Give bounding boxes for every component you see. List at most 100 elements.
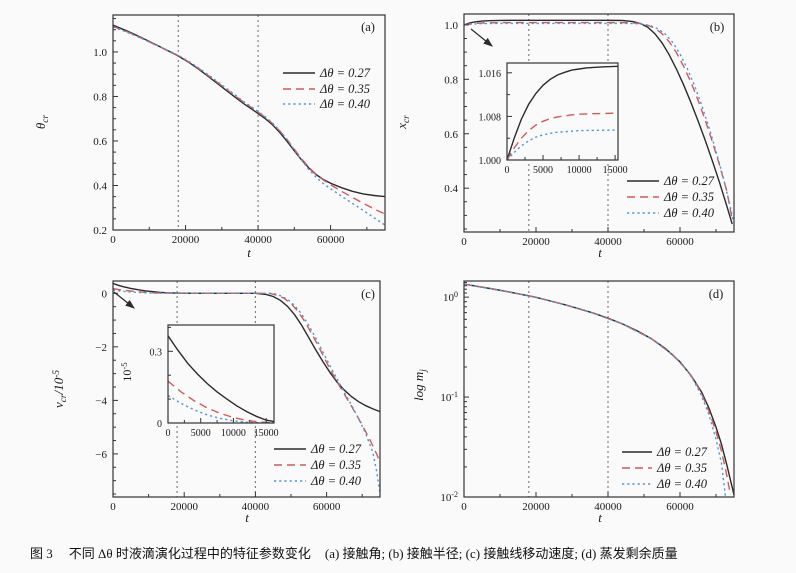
caption-subitems: (a) 接触角; (b) 接触半径; (c) 接触线移动速度; (d) 蒸发剩余… [324, 546, 678, 561]
x-tick-label: 20000 [522, 501, 550, 513]
x-tick-label: 0 [166, 428, 171, 439]
legend-label: Δθ = 0.40 [319, 97, 371, 111]
inset-background [505, 61, 620, 162]
annotation-arrow-icon [470, 28, 493, 47]
series-line-2 [167, 380, 275, 424]
axes-frame [112, 14, 386, 231]
panel-d: 0 20000 40000 60000 100 10-1 10-2 t log mj Δθ = 0… [411, 280, 735, 525]
panel-label-d: (d) [709, 287, 724, 301]
series-line-1 [112, 282, 381, 413]
x-tick-label: 40000 [594, 501, 622, 513]
y-tick-label: 0.6 [444, 129, 458, 141]
y-tick-label: 1.008 [479, 112, 502, 123]
legend-label: Δθ = 0.27 [663, 174, 715, 188]
x-tick-label: 0 [461, 236, 467, 248]
y-tick-label: 0.4 [93, 180, 107, 192]
y-tick-label: 1.0 [93, 47, 107, 59]
x-tick-label: 5000 [533, 165, 553, 176]
series-line-3 [506, 129, 619, 161]
y-tick-label: 0.8 [93, 91, 107, 103]
y-tick-label: −2 [95, 342, 107, 354]
legend-label: Δθ = 0.27 [310, 442, 362, 456]
series-line-2 [506, 112, 619, 161]
series-line-3 [112, 289, 381, 493]
x-axis-label: t [598, 245, 602, 260]
y-tick-label: 10-1 [440, 390, 458, 404]
x-tick-label: 15000 [254, 428, 279, 439]
legend-label: Δθ = 0.35 [663, 190, 714, 204]
x-tick-label: 20000 [170, 501, 198, 513]
y-axis-label: θcr [33, 115, 51, 130]
x-tick-label: 0 [110, 234, 116, 246]
y-tick-label: 0 [102, 288, 108, 300]
panel-label-a: (a) [361, 20, 375, 34]
legend-label: Δθ = 0.40 [310, 474, 362, 488]
y-axis-label: log mj [411, 369, 429, 401]
legend-label: Δθ = 0.27 [319, 66, 371, 80]
y-tick-label: 1.000 [479, 156, 502, 167]
y-tick-label: 0.8 [444, 74, 458, 86]
x-axis-label: t [598, 510, 602, 525]
panel-b: 0 20000 40000 60000 0.4 0.6 0.8 1.0 t xcr 0 5000 100… [394, 13, 735, 260]
legend-label: Δθ = 0.35 [310, 458, 361, 472]
legend-label: Δθ = 0.35 [319, 82, 370, 96]
y-tick-label: 1.0 [444, 20, 458, 32]
axes-frame [112, 280, 381, 498]
panel-c: 0 20000 40000 60000 0 −2 −4 −6 t vcr/10-5 0 5000 100… [51, 280, 381, 525]
ticks [463, 24, 717, 232]
inset-b: 0 5000 10000 15000 1.000 1.008 1.016 [479, 61, 628, 176]
y-tick-label: 1.016 [479, 69, 502, 80]
y-tick-label: −6 [95, 449, 107, 461]
x-tick-label: 40000 [244, 234, 272, 246]
x-tick-label: 10000 [221, 428, 246, 439]
inset-c: 0 5000 10000 15000 0 0.3 10-5 [119, 323, 279, 439]
y-tick-label: 0.2 [93, 225, 107, 237]
series-line-1 [167, 335, 275, 423]
x-axis-label: t [245, 510, 249, 525]
ticks [112, 18, 368, 231]
y-tick-label: 100 [443, 290, 458, 304]
y-axis-label: xcr [394, 115, 412, 130]
series-line-1 [463, 19, 733, 225]
y-axis-label: 10-5 [119, 362, 134, 381]
x-axis-label: t [247, 245, 251, 260]
series-line-3 [167, 394, 275, 424]
x-tick-label: 0 [505, 165, 510, 176]
x-tick-label: 20000 [172, 234, 200, 246]
series-line-3 [463, 283, 727, 497]
x-tick-label: 60000 [666, 236, 694, 248]
y-tick-label: −4 [95, 395, 107, 407]
plots-svg: 0 20000 40000 60000 0.2 0.4 0.6 0.8 1.0 t θcr Δθ = … [33, 13, 735, 525]
x-tick-label: 60000 [317, 234, 345, 246]
panel-a: 0 20000 40000 60000 0.2 0.4 0.6 0.8 1.0 t θcr Δθ = … [33, 14, 386, 260]
legend-label: Δθ = 0.27 [656, 445, 708, 459]
ticks [463, 282, 717, 498]
x-tick-label: 40000 [242, 501, 270, 513]
panel-label-c: (c) [361, 287, 375, 301]
legend-label: Δθ = 0.40 [656, 477, 708, 491]
x-tick-label: 0 [461, 501, 467, 513]
ticks [112, 292, 363, 497]
x-tick-label: 15000 [603, 165, 628, 176]
axes-frame [167, 324, 275, 424]
x-tick-label: 20000 [522, 236, 550, 248]
x-tick-label: 10000 [567, 165, 592, 176]
inset-background [166, 323, 276, 425]
axes-frame [463, 280, 735, 498]
ticks [506, 72, 616, 161]
series-line-1 [506, 65, 619, 161]
legend-label: Δθ = 0.35 [656, 461, 707, 475]
x-tick-label: 5000 [191, 428, 211, 439]
annotation-arrow-icon [113, 291, 135, 309]
x-tick-label: 60000 [313, 501, 341, 513]
y-tick-label: 0.4 [444, 183, 458, 195]
y-tick-label: 0 [157, 419, 162, 430]
ticks [167, 326, 267, 424]
x-tick-label: 0 [110, 501, 116, 513]
y-tick-label: 0.6 [93, 136, 107, 148]
y-axis-label: vcr/10-5 [51, 370, 69, 408]
axes-frame [506, 62, 619, 161]
legend-label: Δθ = 0.40 [663, 206, 715, 220]
series-line-3 [112, 26, 386, 226]
